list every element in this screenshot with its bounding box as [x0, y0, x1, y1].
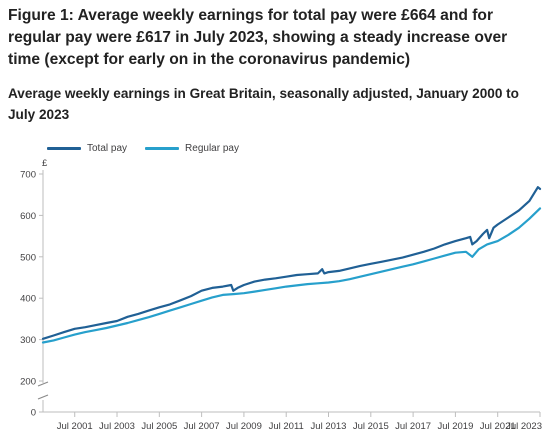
- series-line-regular-pay: [41, 207, 542, 344]
- x-tick-label: Jul 2019: [437, 421, 473, 432]
- y-tick-label: 300: [20, 335, 36, 346]
- legend-swatch-total-pay: [47, 147, 81, 150]
- legend-label-total-pay: Total pay: [87, 143, 128, 154]
- y-tick-label: 700: [20, 170, 36, 181]
- y-tick-label: 500: [20, 252, 36, 263]
- x-tick-label: Jul 2021: [480, 421, 516, 432]
- series-lines: [41, 186, 542, 344]
- legend-swatch-regular-pay: [145, 147, 180, 150]
- y-tick-label: 600: [20, 211, 36, 222]
- y-axis: 0 200 300 400 500 600 700: [20, 170, 49, 419]
- y-tick-label: 200: [20, 377, 36, 388]
- x-tick-label: Jul 2007: [184, 421, 220, 432]
- y-axis-unit-label: £: [42, 158, 48, 169]
- chart-subtitle: Average weekly earnings in Great Britain…: [8, 86, 519, 122]
- x-tick-label: Jul 2011: [269, 421, 304, 432]
- x-tick-label: Jul 2017: [395, 421, 431, 432]
- legend-label-regular-pay: Regular pay: [185, 143, 239, 154]
- x-tick-label: Jul 2015: [353, 421, 389, 432]
- legend-item-regular-pay[interactable]: Regular pay: [145, 143, 239, 154]
- x-tick-label: Jul 2005: [141, 421, 177, 432]
- x-tick-label: Jul 2023: [506, 421, 542, 432]
- series-line-total-pay: [41, 186, 542, 340]
- legend: Total pay Regular pay: [47, 143, 257, 154]
- x-tick-label: Jul 2009: [226, 421, 262, 432]
- y-tick-label: 0: [31, 408, 36, 419]
- chart-title: Figure 1: Average weekly earnings for to…: [8, 7, 508, 68]
- x-tick-label: Jul 2003: [99, 421, 135, 432]
- legend-item-total-pay[interactable]: Total pay: [47, 143, 127, 154]
- axis-break-marker: [37, 381, 49, 400]
- y-tick-label: 400: [20, 294, 36, 305]
- x-axis: Jul 2001 Jul 2003 Jul 2005 Jul 2007 Jul 2009…: [43, 411, 542, 432]
- x-tick-label: Jul 2013: [311, 421, 347, 432]
- x-tick-label: Jul 2001: [57, 421, 93, 432]
